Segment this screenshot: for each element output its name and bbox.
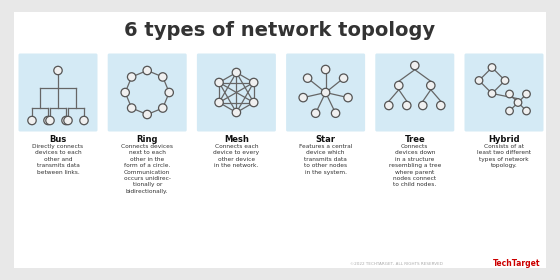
Circle shape <box>54 66 62 75</box>
Text: Ring: Ring <box>137 135 158 144</box>
Circle shape <box>128 104 136 112</box>
Text: ©2022 TECHTARGET, ALL RIGHTS RESERVED: ©2022 TECHTARGET, ALL RIGHTS RESERVED <box>350 262 443 266</box>
FancyBboxPatch shape <box>464 53 544 132</box>
Circle shape <box>62 116 70 125</box>
FancyBboxPatch shape <box>197 53 276 132</box>
Circle shape <box>501 77 509 84</box>
Circle shape <box>488 90 496 97</box>
Circle shape <box>128 73 136 81</box>
FancyBboxPatch shape <box>18 53 97 132</box>
Circle shape <box>299 94 307 102</box>
Text: Hybrid: Hybrid <box>488 135 520 144</box>
FancyBboxPatch shape <box>14 12 546 268</box>
FancyBboxPatch shape <box>375 53 454 132</box>
Text: Directly connects
devices to each
other and
transmits data
between links.: Directly connects devices to each other … <box>32 144 83 175</box>
Text: Consists of at
least two different
types of network
topology.: Consists of at least two different types… <box>477 144 531 168</box>
Circle shape <box>232 108 241 117</box>
Circle shape <box>506 90 514 98</box>
Circle shape <box>427 81 435 90</box>
Circle shape <box>250 98 258 107</box>
Circle shape <box>332 109 340 117</box>
Circle shape <box>143 66 151 75</box>
Circle shape <box>488 64 496 71</box>
Text: Features a central
device which
transmits data
to other nodes
in the system.: Features a central device which transmit… <box>299 144 352 175</box>
Circle shape <box>403 101 411 110</box>
Circle shape <box>143 110 151 119</box>
Circle shape <box>44 116 52 125</box>
Circle shape <box>311 109 320 117</box>
Text: Bus: Bus <box>49 135 67 144</box>
Circle shape <box>522 90 530 98</box>
FancyBboxPatch shape <box>108 53 186 132</box>
Circle shape <box>395 81 403 90</box>
Circle shape <box>64 116 72 125</box>
FancyBboxPatch shape <box>286 53 365 132</box>
Circle shape <box>250 78 258 87</box>
Circle shape <box>232 68 241 77</box>
Circle shape <box>215 78 223 87</box>
Circle shape <box>475 77 483 84</box>
Circle shape <box>28 116 36 125</box>
Circle shape <box>522 107 530 115</box>
Circle shape <box>46 116 54 125</box>
Text: 6 types of network topology: 6 types of network topology <box>124 20 436 39</box>
Circle shape <box>506 107 514 115</box>
Circle shape <box>437 101 445 110</box>
Circle shape <box>158 73 167 81</box>
Circle shape <box>418 101 427 110</box>
Circle shape <box>339 74 348 82</box>
Text: Connects devices
next to each
other in the
form of a circle.
Communication
occur: Connects devices next to each other in t… <box>121 144 173 194</box>
Text: Star: Star <box>316 135 335 144</box>
Circle shape <box>215 98 223 107</box>
Text: Connects
devices down
in a structure
resembling a tree
where parent
nodes connec: Connects devices down in a structure res… <box>389 144 441 187</box>
Circle shape <box>410 61 419 70</box>
Text: TechTarget: TechTarget <box>492 260 540 269</box>
Circle shape <box>385 101 393 110</box>
Circle shape <box>158 104 167 112</box>
Text: Tree: Tree <box>404 135 425 144</box>
Circle shape <box>321 65 330 74</box>
Circle shape <box>165 88 174 97</box>
Text: Connects each
device to every
other device
in the network.: Connects each device to every other devi… <box>213 144 259 168</box>
Circle shape <box>321 88 330 97</box>
Circle shape <box>344 94 352 102</box>
Text: Mesh: Mesh <box>224 135 249 144</box>
Circle shape <box>80 116 88 125</box>
Circle shape <box>304 74 312 82</box>
Circle shape <box>121 88 129 97</box>
Circle shape <box>514 99 522 106</box>
